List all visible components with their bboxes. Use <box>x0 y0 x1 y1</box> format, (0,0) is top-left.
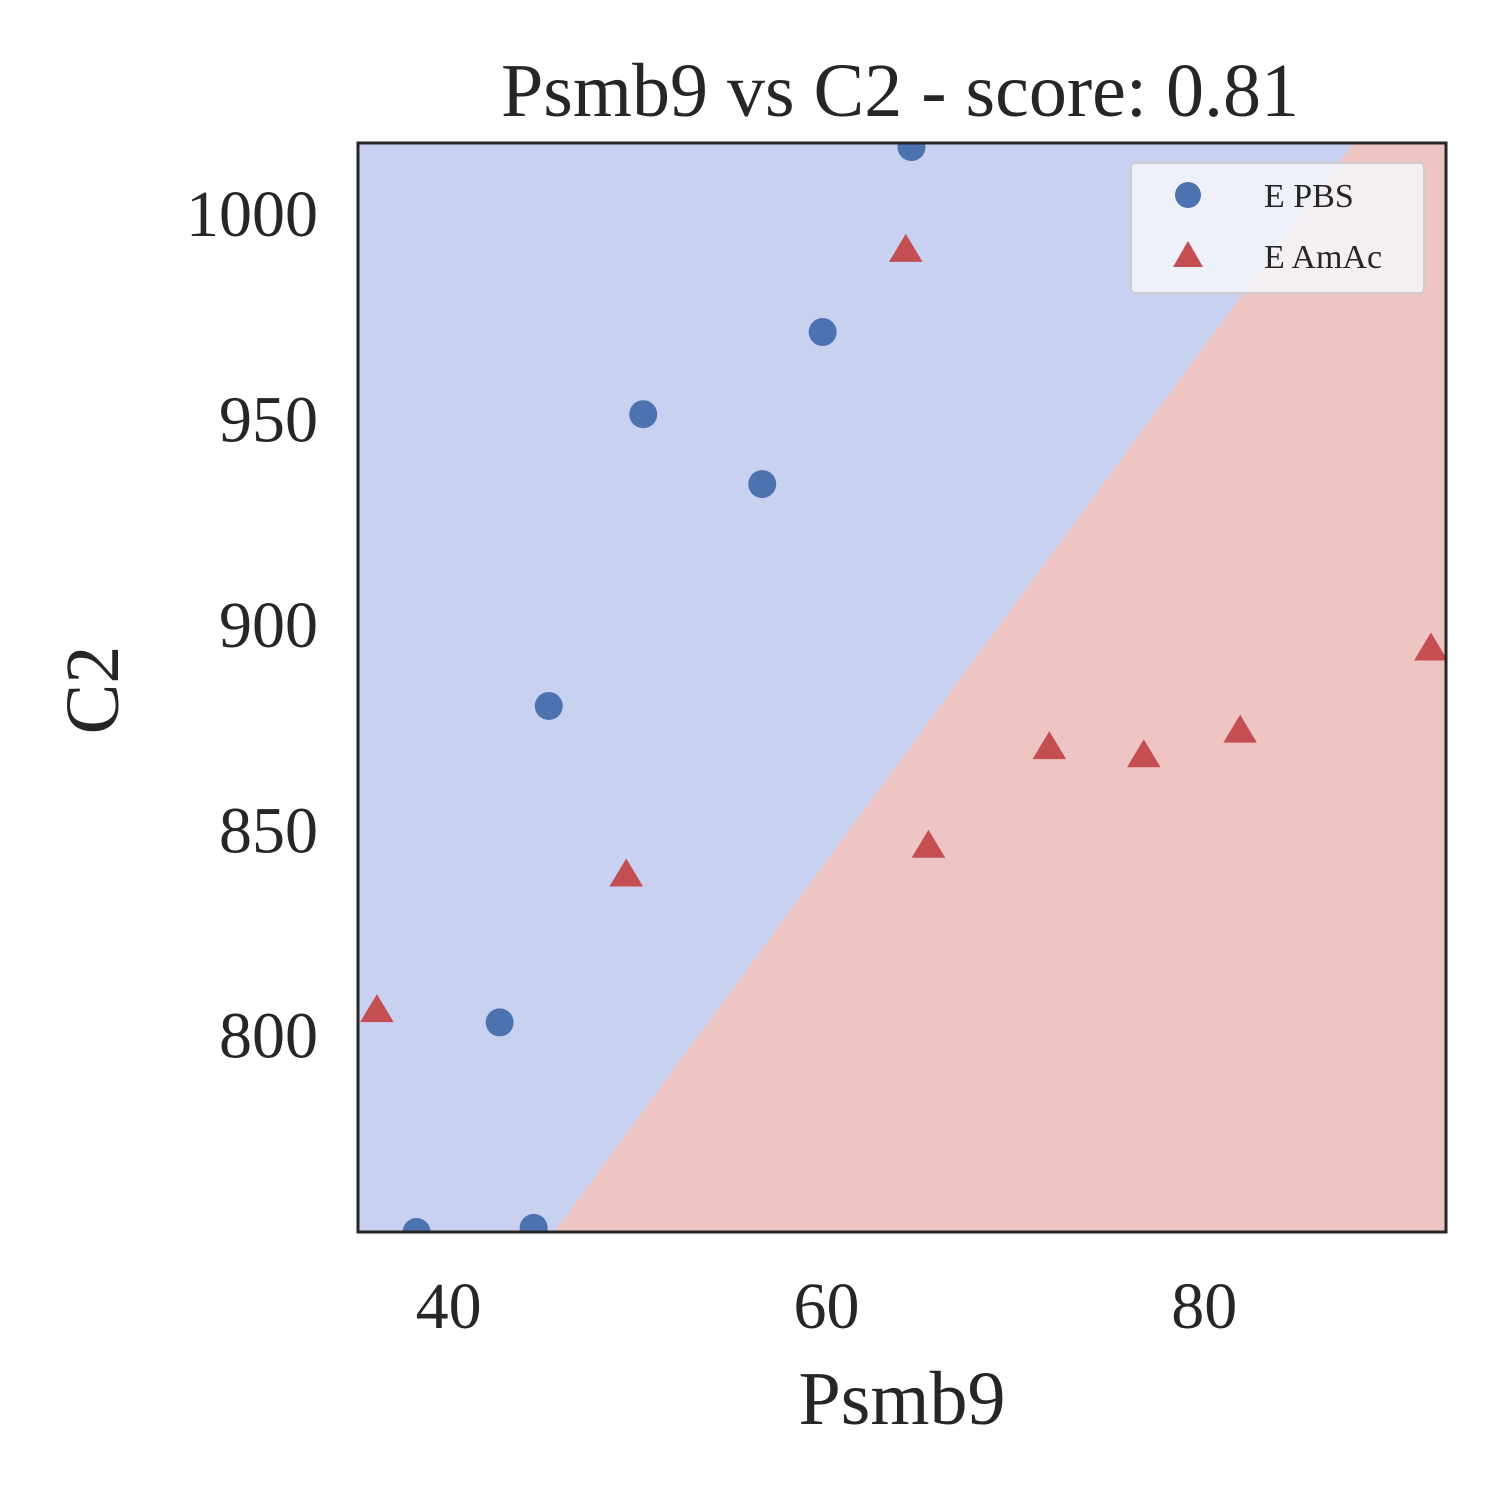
point-e-pbs-2 <box>629 400 658 429</box>
point-e-pbs-3 <box>748 470 777 499</box>
chart-title: Psmb9 vs C2 - score: 0.81 <box>501 49 1299 133</box>
point-e-pbs-4 <box>534 691 563 720</box>
x-axis-label: Psmb9 <box>799 1357 1006 1441</box>
y-axis-ticks: 800 850 900 950 1000 <box>186 178 318 1073</box>
x-axis-ticks: 40 60 80 <box>416 1270 1238 1343</box>
y-tick-label-850: 850 <box>219 794 318 867</box>
point-e-pbs-7 <box>519 1213 548 1232</box>
legend-label-e-amac: E AmAc <box>1264 239 1382 276</box>
x-tick-label-80: 80 <box>1171 1270 1237 1343</box>
y-tick-label-1000: 1000 <box>186 178 318 251</box>
legend-marker-e-pbs <box>1175 182 1201 208</box>
point-e-pbs-6 <box>402 1218 431 1232</box>
legend: E PBS E AmAc <box>1130 162 1425 294</box>
point-e-amac-4 <box>1032 731 1067 760</box>
plot-area <box>358 143 1446 1232</box>
point-e-amac-1 <box>609 858 644 887</box>
y-tick-label-900: 900 <box>219 589 318 662</box>
point-e-amac-3 <box>911 829 946 858</box>
point-e-amac-0 <box>888 233 923 262</box>
x-tick-label-60: 60 <box>793 1270 859 1343</box>
y-tick-label-800: 800 <box>219 1000 318 1073</box>
region-e-pbs <box>358 143 1354 1232</box>
region-e-amac <box>554 143 1446 1232</box>
x-tick-label-40: 40 <box>416 1270 482 1343</box>
point-e-amac-2 <box>360 994 394 1023</box>
point-e-pbs-5 <box>485 1008 514 1037</box>
point-e-amac-7 <box>1414 632 1446 661</box>
points-layer <box>360 143 1446 1232</box>
point-e-pbs-1 <box>808 318 837 347</box>
y-tick-label-950: 950 <box>219 383 318 456</box>
point-e-pbs-0 <box>897 143 926 162</box>
point-e-amac-6 <box>1223 714 1257 743</box>
legend-box <box>1130 162 1425 294</box>
legend-label-e-pbs: E PBS <box>1264 178 1354 215</box>
y-axis-label: C2 <box>51 646 135 735</box>
plot-frame <box>356 141 1448 1234</box>
point-e-amac-5 <box>1126 739 1161 768</box>
legend-marker-e-amac <box>1173 241 1203 267</box>
